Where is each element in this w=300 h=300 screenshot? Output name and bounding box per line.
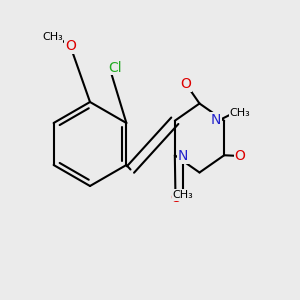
Text: CH₃: CH₃ [230, 107, 250, 118]
Text: O: O [65, 40, 76, 53]
Text: O: O [235, 149, 245, 163]
Text: N: N [211, 113, 221, 127]
Text: CH₃: CH₃ [42, 32, 63, 43]
Text: O: O [181, 77, 191, 91]
Text: N: N [178, 149, 188, 163]
Text: Cl: Cl [109, 61, 122, 74]
Text: O: O [170, 191, 181, 205]
Text: CH₃: CH₃ [172, 190, 194, 200]
